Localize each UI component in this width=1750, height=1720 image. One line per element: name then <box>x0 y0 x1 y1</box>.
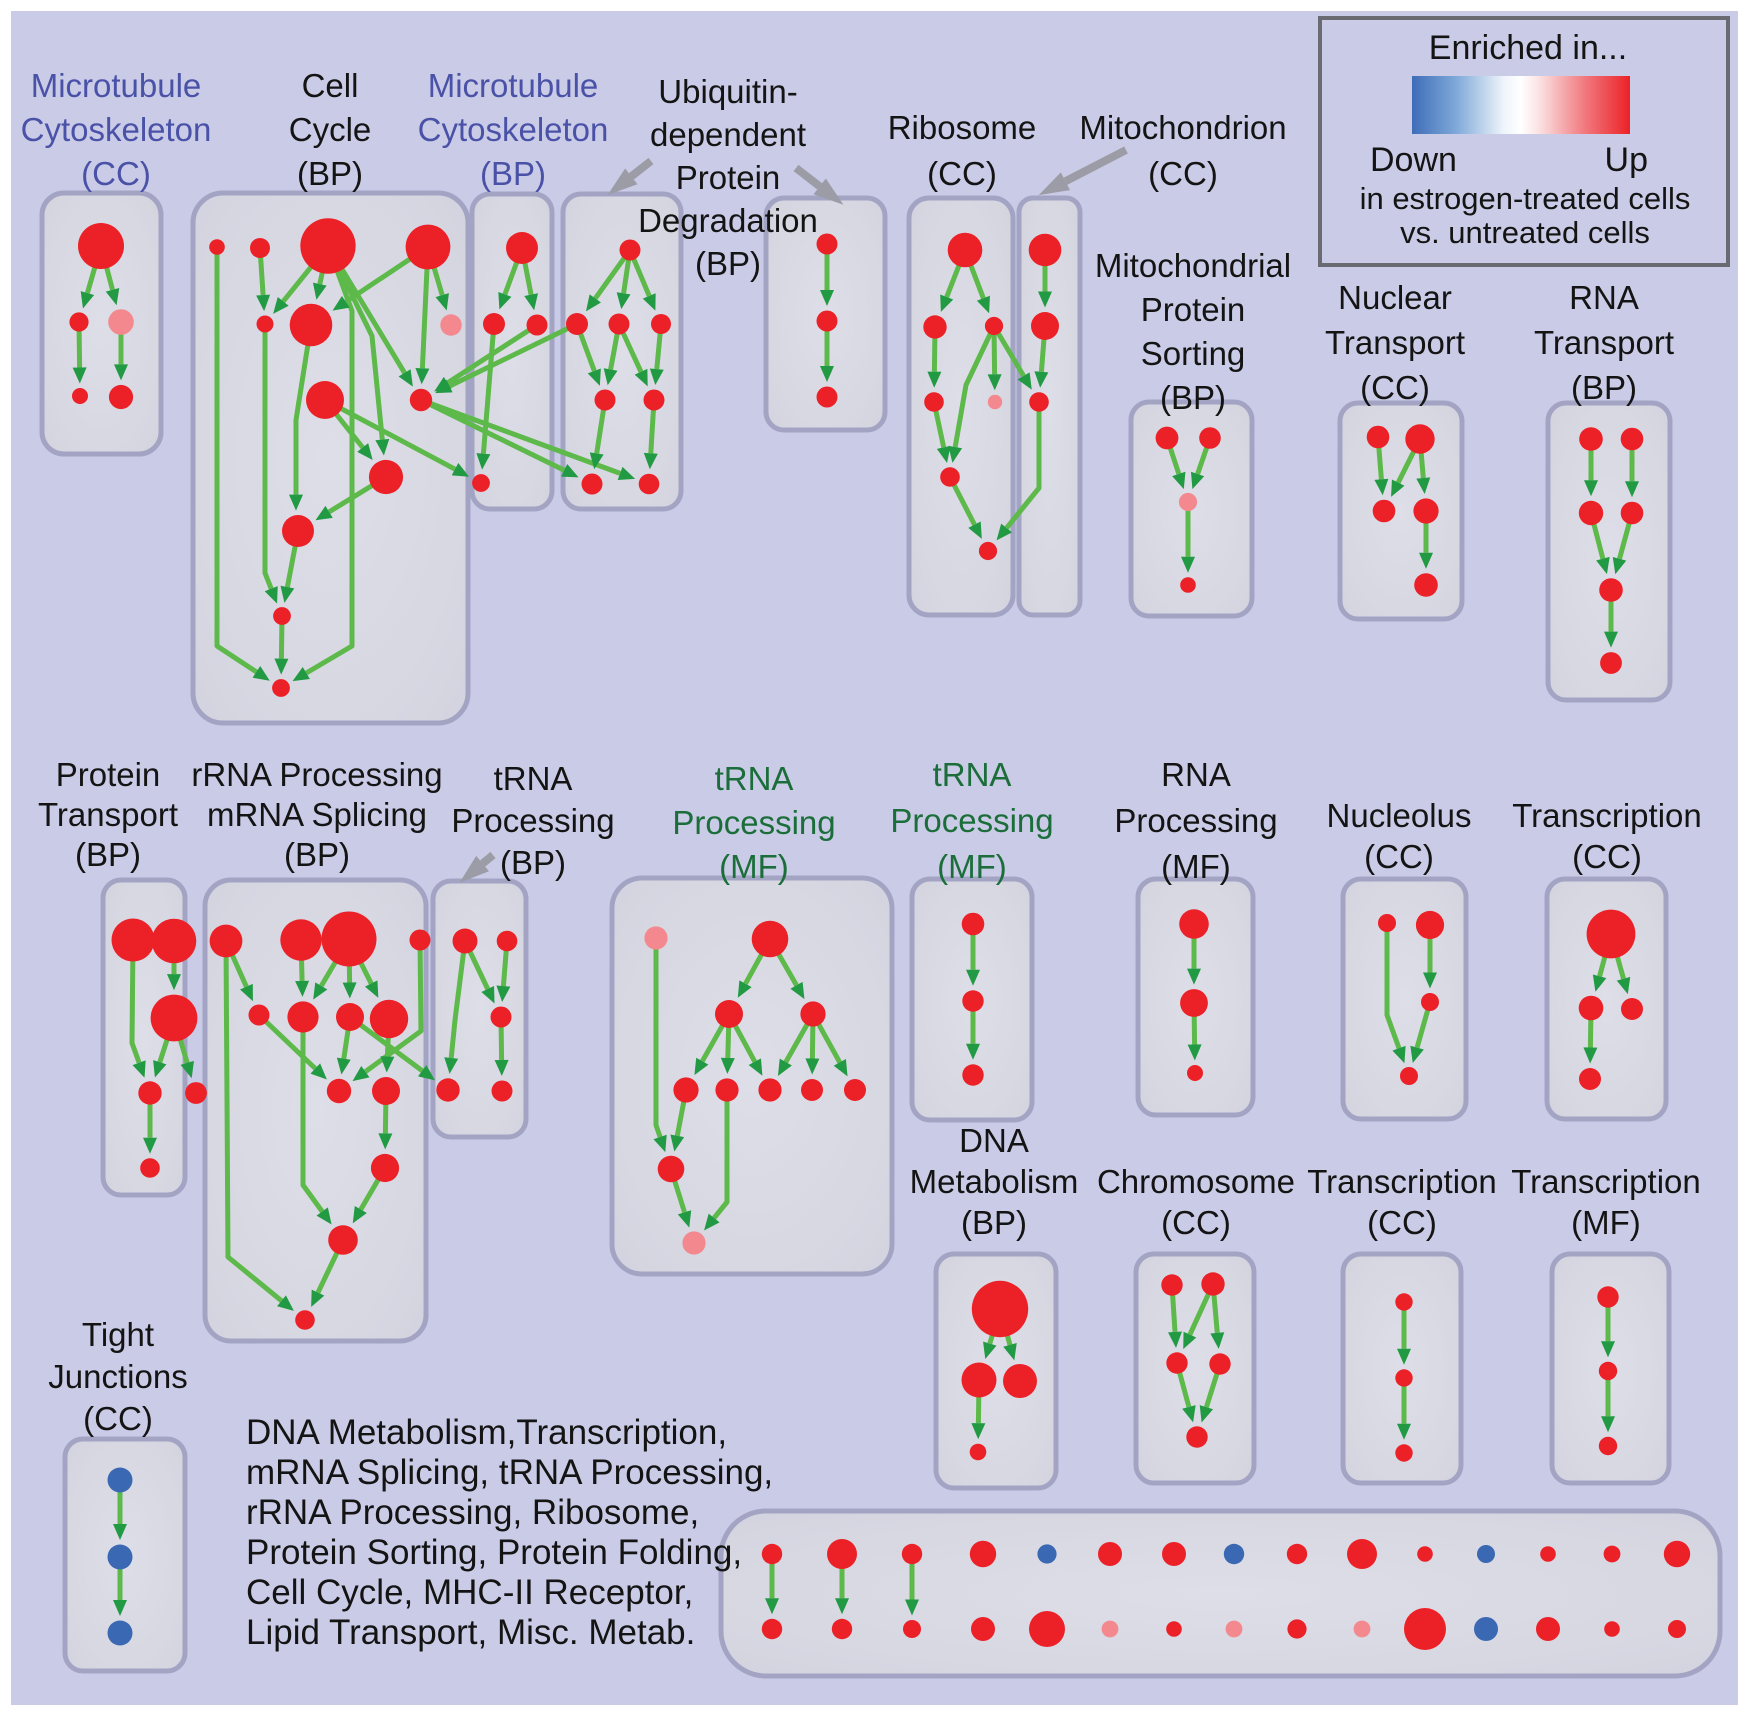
svg-text:Processing: Processing <box>890 802 1053 839</box>
svg-text:mRNA Splicing: mRNA Splicing <box>207 796 427 833</box>
svg-text:Protein Sorting, Protein Foldi: Protein Sorting, Protein Folding, <box>246 1533 742 1572</box>
svg-text:(BP): (BP) <box>695 245 761 282</box>
svg-text:Cell: Cell <box>302 67 359 104</box>
svg-text:Cycle: Cycle <box>289 111 372 148</box>
svg-text:Transport: Transport <box>1325 324 1465 361</box>
svg-text:in estrogen-treated cells: in estrogen-treated cells <box>1360 181 1691 216</box>
svg-text:rRNA Processing: rRNA Processing <box>191 756 442 793</box>
svg-text:Ribosome: Ribosome <box>888 109 1037 146</box>
svg-text:(MF): (MF) <box>1571 1204 1641 1241</box>
svg-text:Mitochondrial: Mitochondrial <box>1095 247 1291 284</box>
svg-text:Processing: Processing <box>451 802 614 839</box>
svg-text:Processing: Processing <box>1114 802 1277 839</box>
svg-text:dependent: dependent <box>650 116 806 153</box>
svg-text:(BP): (BP) <box>480 155 546 192</box>
svg-text:Nuclear: Nuclear <box>1338 279 1452 316</box>
svg-text:Junctions: Junctions <box>48 1358 187 1395</box>
svg-text:Tight: Tight <box>82 1316 154 1353</box>
svg-text:Mitochondrion: Mitochondrion <box>1079 109 1286 146</box>
svg-text:Lipid Transport, Misc. Metab.: Lipid Transport, Misc. Metab. <box>246 1613 695 1652</box>
svg-text:Transcription: Transcription <box>1512 797 1702 834</box>
svg-text:Cytoskeleton: Cytoskeleton <box>418 111 609 148</box>
svg-text:Chromosome: Chromosome <box>1097 1163 1295 1200</box>
svg-text:RNA: RNA <box>1569 279 1639 316</box>
svg-text:Nucleolus: Nucleolus <box>1327 797 1472 834</box>
svg-text:Transcription: Transcription <box>1511 1163 1701 1200</box>
svg-text:tRNA: tRNA <box>933 756 1012 793</box>
svg-text:Transcription: Transcription <box>1307 1163 1497 1200</box>
svg-text:Processing: Processing <box>672 804 835 841</box>
svg-text:(BP): (BP) <box>961 1204 1027 1241</box>
svg-text:Ubiquitin-: Ubiquitin- <box>658 73 797 110</box>
svg-text:Metabolism: Metabolism <box>910 1163 1079 1200</box>
svg-text:tRNA: tRNA <box>715 760 794 797</box>
svg-text:(BP): (BP) <box>1571 369 1637 406</box>
svg-text:(CC): (CC) <box>927 155 997 192</box>
svg-text:(CC): (CC) <box>1161 1204 1231 1241</box>
svg-text:Protein: Protein <box>676 159 781 196</box>
svg-text:Enriched in...: Enriched in... <box>1429 29 1627 67</box>
svg-text:vs. untreated cells: vs. untreated cells <box>1400 215 1650 250</box>
svg-text:Sorting: Sorting <box>1141 335 1246 372</box>
svg-text:(MF): (MF) <box>719 848 789 885</box>
svg-text:Microtubule: Microtubule <box>428 67 599 104</box>
svg-text:(BP): (BP) <box>297 155 363 192</box>
svg-text:Cytoskeleton: Cytoskeleton <box>21 111 212 148</box>
svg-text:(MF): (MF) <box>937 848 1007 885</box>
svg-text:Protein: Protein <box>56 756 161 793</box>
svg-text:(CC): (CC) <box>1572 838 1642 875</box>
svg-text:(BP): (BP) <box>1160 379 1226 416</box>
svg-text:DNA: DNA <box>959 1122 1029 1159</box>
svg-text:Protein: Protein <box>1141 291 1246 328</box>
svg-text:DNA Metabolism,Transcription,: DNA Metabolism,Transcription, <box>246 1413 727 1452</box>
svg-text:Down: Down <box>1370 141 1457 179</box>
svg-text:mRNA Splicing, tRNA Processing: mRNA Splicing, tRNA Processing, <box>246 1453 773 1492</box>
svg-text:Cell Cycle, MHC-II Receptor,: Cell Cycle, MHC-II Receptor, <box>246 1573 693 1612</box>
svg-text:(BP): (BP) <box>500 844 566 881</box>
svg-text:(BP): (BP) <box>75 836 141 873</box>
svg-text:(CC): (CC) <box>81 155 151 192</box>
svg-text:rRNA Processing, Ribosome,: rRNA Processing, Ribosome, <box>246 1493 699 1532</box>
svg-text:Microtubule: Microtubule <box>31 67 202 104</box>
svg-text:Transport: Transport <box>38 796 178 833</box>
svg-text:(CC): (CC) <box>1148 155 1218 192</box>
svg-text:(BP): (BP) <box>284 836 350 873</box>
svg-text:tRNA: tRNA <box>494 760 573 797</box>
svg-text:RNA: RNA <box>1161 756 1231 793</box>
svg-text:Degradation: Degradation <box>638 202 818 239</box>
svg-text:(CC): (CC) <box>1364 838 1434 875</box>
svg-text:(CC): (CC) <box>1360 369 1430 406</box>
svg-text:Transport: Transport <box>1534 324 1674 361</box>
svg-text:(CC): (CC) <box>83 1400 153 1437</box>
svg-text:(MF): (MF) <box>1161 848 1231 885</box>
svg-text:(CC): (CC) <box>1367 1204 1437 1241</box>
svg-text:Up: Up <box>1605 141 1648 179</box>
